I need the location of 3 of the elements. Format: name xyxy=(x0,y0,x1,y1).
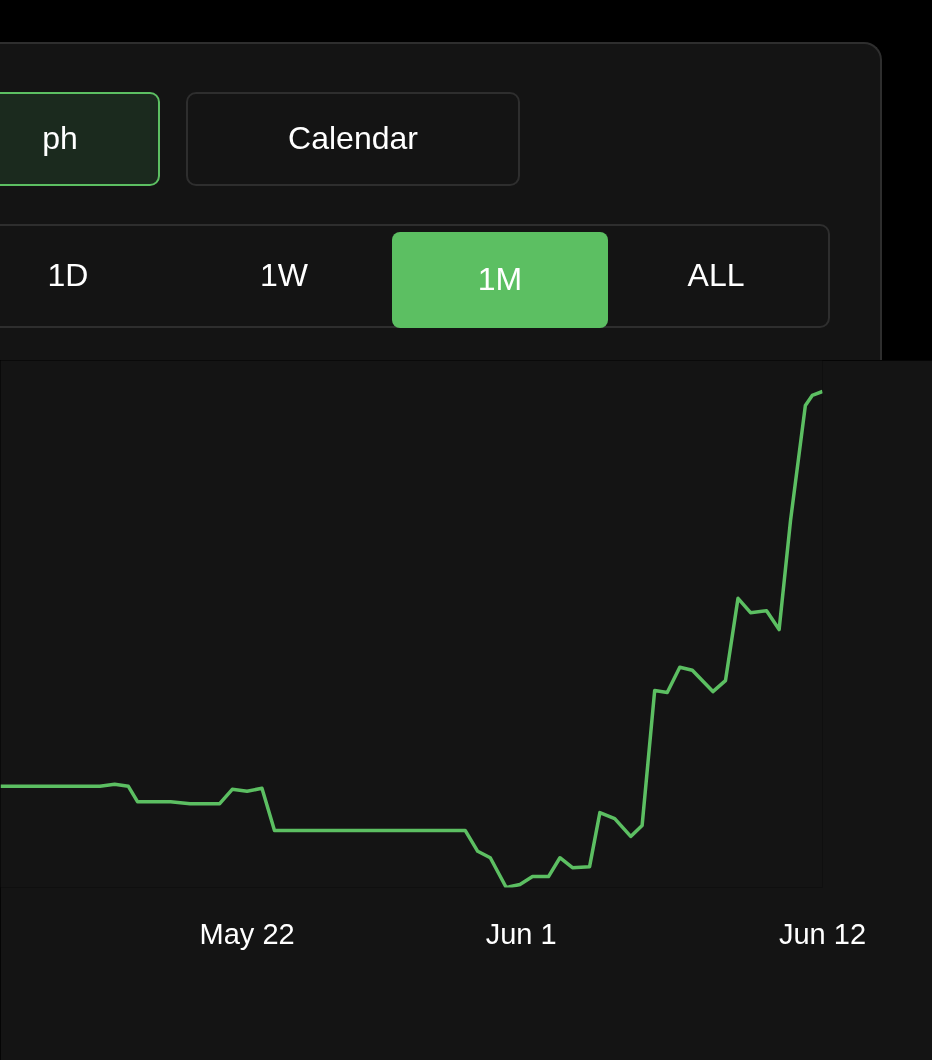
x-tick-label: Jun 1 xyxy=(485,917,557,950)
x-tick-label: Jun 12 xyxy=(778,917,867,950)
x-tick-label: May 22 xyxy=(199,917,295,950)
